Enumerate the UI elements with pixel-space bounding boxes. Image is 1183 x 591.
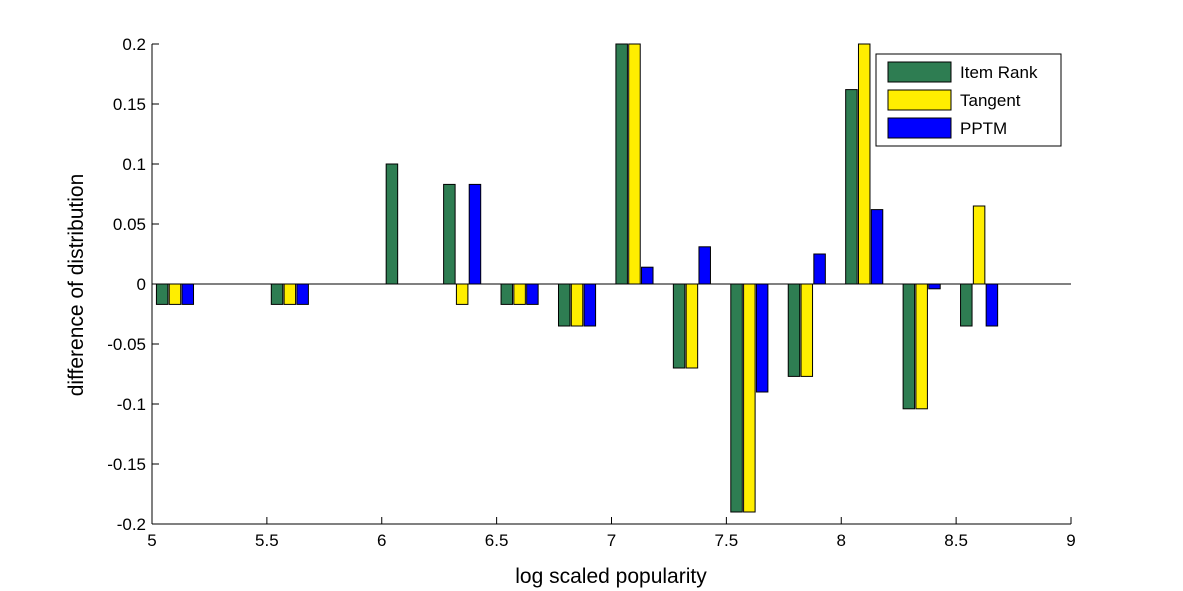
bar-tangent-0 <box>168 283 182 305</box>
bar-item-rank-6 <box>615 43 628 285</box>
bar-item-rank-12 <box>960 283 973 327</box>
bar-tangent-7 <box>685 283 699 369</box>
x-tick-label: 7 <box>607 531 616 550</box>
y-tick-label: 0 <box>137 275 146 294</box>
y-axis-label: difference of distribution <box>65 174 88 397</box>
bar-pptm-9 <box>813 253 826 285</box>
y-tick-label: -0.1 <box>117 395 146 414</box>
x-axis-label: log scaled popularity <box>515 565 707 588</box>
bar-item-rank-8 <box>730 283 743 513</box>
bar-pptm-0 <box>181 283 195 305</box>
x-tick-label: 8 <box>837 531 846 550</box>
x-tick-label: 5 <box>147 531 156 550</box>
bar-pptm-7 <box>698 246 711 285</box>
bar-item-rank-11 <box>902 283 916 410</box>
y-tick-label: -0.2 <box>117 515 146 534</box>
bar-item-rank-9 <box>787 283 801 377</box>
y-tick-label: 0.1 <box>122 155 146 174</box>
bar-item-rank-10 <box>845 89 858 285</box>
x-tick-label: 6 <box>377 531 386 550</box>
bar-item-rank-1 <box>270 283 284 305</box>
bar-tangent-12 <box>972 205 986 285</box>
legend-swatch-pptm <box>887 117 952 139</box>
legend-label-pptm: PPTM <box>960 119 1007 138</box>
bar-item-rank-3 <box>443 183 456 285</box>
bar-tangent-4 <box>513 283 526 305</box>
axes: 5 5.5 6 6.5 7 7.5 8 8.5 9 -0.2 -0.15 -0.1 -0.05 0 0.05… <box>107 35 1075 550</box>
bar-item-rank-5 <box>557 283 571 327</box>
bar-item-rank-7 <box>672 283 686 369</box>
bar-pptm-8 <box>755 283 769 393</box>
y-tick-label: -0.15 <box>107 455 146 474</box>
bar-tangent-1 <box>283 283 297 305</box>
legend-swatch-tangent <box>887 89 952 111</box>
x-tick-label: 9 <box>1066 531 1075 550</box>
legend-swatch-item-rank <box>887 61 952 83</box>
bar-pptm-4 <box>526 283 539 305</box>
bar-tangent-10 <box>857 43 871 285</box>
legend-label-item-rank: Item Rank <box>960 63 1038 82</box>
bar-pptm-12 <box>985 283 999 327</box>
bar-tangent-5 <box>570 283 584 327</box>
x-tick-label: 7.5 <box>715 531 739 550</box>
bar-pptm-1 <box>296 283 309 305</box>
bar-pptm-3 <box>468 183 482 285</box>
bar-tangent-11 <box>915 283 928 410</box>
bar-tangent-6 <box>628 43 641 285</box>
legend-label-tangent: Tangent <box>960 91 1021 110</box>
bar-item-rank-0 <box>155 283 169 305</box>
bar-pptm-6 <box>641 266 654 285</box>
legend: Item Rank Tangent PPTM <box>875 53 1062 147</box>
y-tick-label: 0.2 <box>122 35 146 54</box>
y-tick-label: -0.05 <box>107 335 146 354</box>
x-tick-label: 5.5 <box>255 531 279 550</box>
bar-tangent-9 <box>800 283 814 377</box>
bar-pptm-10 <box>870 209 884 285</box>
y-tick-label: 0.05 <box>113 215 146 234</box>
bar-pptm-11 <box>928 283 941 290</box>
plot-bars <box>155 43 999 513</box>
bar-tangent-8 <box>743 283 756 513</box>
bar-tangent-3 <box>455 283 469 305</box>
x-tick-label: 8.5 <box>944 531 968 550</box>
bar-item-rank-4 <box>500 283 514 305</box>
bar-pptm-5 <box>583 283 597 327</box>
x-tick-label: 6.5 <box>485 531 509 550</box>
bar-item-rank-2 <box>385 163 399 285</box>
y-tick-label: 0.15 <box>113 95 146 114</box>
